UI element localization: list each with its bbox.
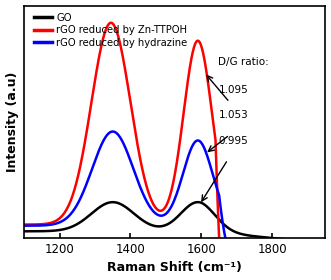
- GO: [151, 224, 155, 227]
- GO: [57, 228, 61, 232]
- Legend: GO, rGO reduced by Zn-TTPOH, rGO reduced by hydrazine: GO, rGO reduced by Zn-TTPOH, rGO reduced…: [30, 9, 191, 52]
- Line: rGO reduced by Zn-TTPOH: rGO reduced by Zn-TTPOH: [24, 23, 325, 280]
- rGO reduced by Zn-TTPOH: [138, 155, 142, 158]
- X-axis label: Raman Shift (cm⁻¹): Raman Shift (cm⁻¹): [107, 262, 242, 274]
- GO: [196, 200, 200, 204]
- rGO reduced by Zn-TTPOH: [22, 223, 26, 226]
- rGO reduced by Zn-TTPOH: [109, 21, 113, 24]
- rGO reduced by Zn-TTPOH: [74, 181, 78, 185]
- rGO reduced by hydrazine: [111, 130, 115, 133]
- rGO reduced by Zn-TTPOH: [57, 218, 61, 221]
- GO: [318, 241, 322, 244]
- GO: [22, 230, 26, 233]
- rGO reduced by Zn-TTPOH: [151, 202, 155, 205]
- GO: [323, 241, 327, 245]
- rGO reduced by hydrazine: [74, 204, 78, 208]
- Text: 1.053: 1.053: [218, 110, 248, 120]
- rGO reduced by hydrazine: [57, 221, 61, 225]
- rGO reduced by hydrazine: [138, 184, 142, 188]
- GO: [138, 216, 142, 220]
- GO: [285, 238, 289, 241]
- rGO reduced by hydrazine: [22, 224, 26, 227]
- Text: 0.995: 0.995: [218, 136, 248, 146]
- rGO reduced by hydrazine: [151, 209, 155, 213]
- Line: GO: GO: [24, 202, 325, 243]
- Text: D/G ratio:: D/G ratio:: [218, 57, 269, 67]
- GO: [74, 223, 78, 226]
- Y-axis label: Intensity (a.u): Intensity (a.u): [6, 72, 19, 172]
- Line: rGO reduced by hydrazine: rGO reduced by hydrazine: [24, 132, 325, 280]
- Text: 1.095: 1.095: [218, 85, 248, 95]
